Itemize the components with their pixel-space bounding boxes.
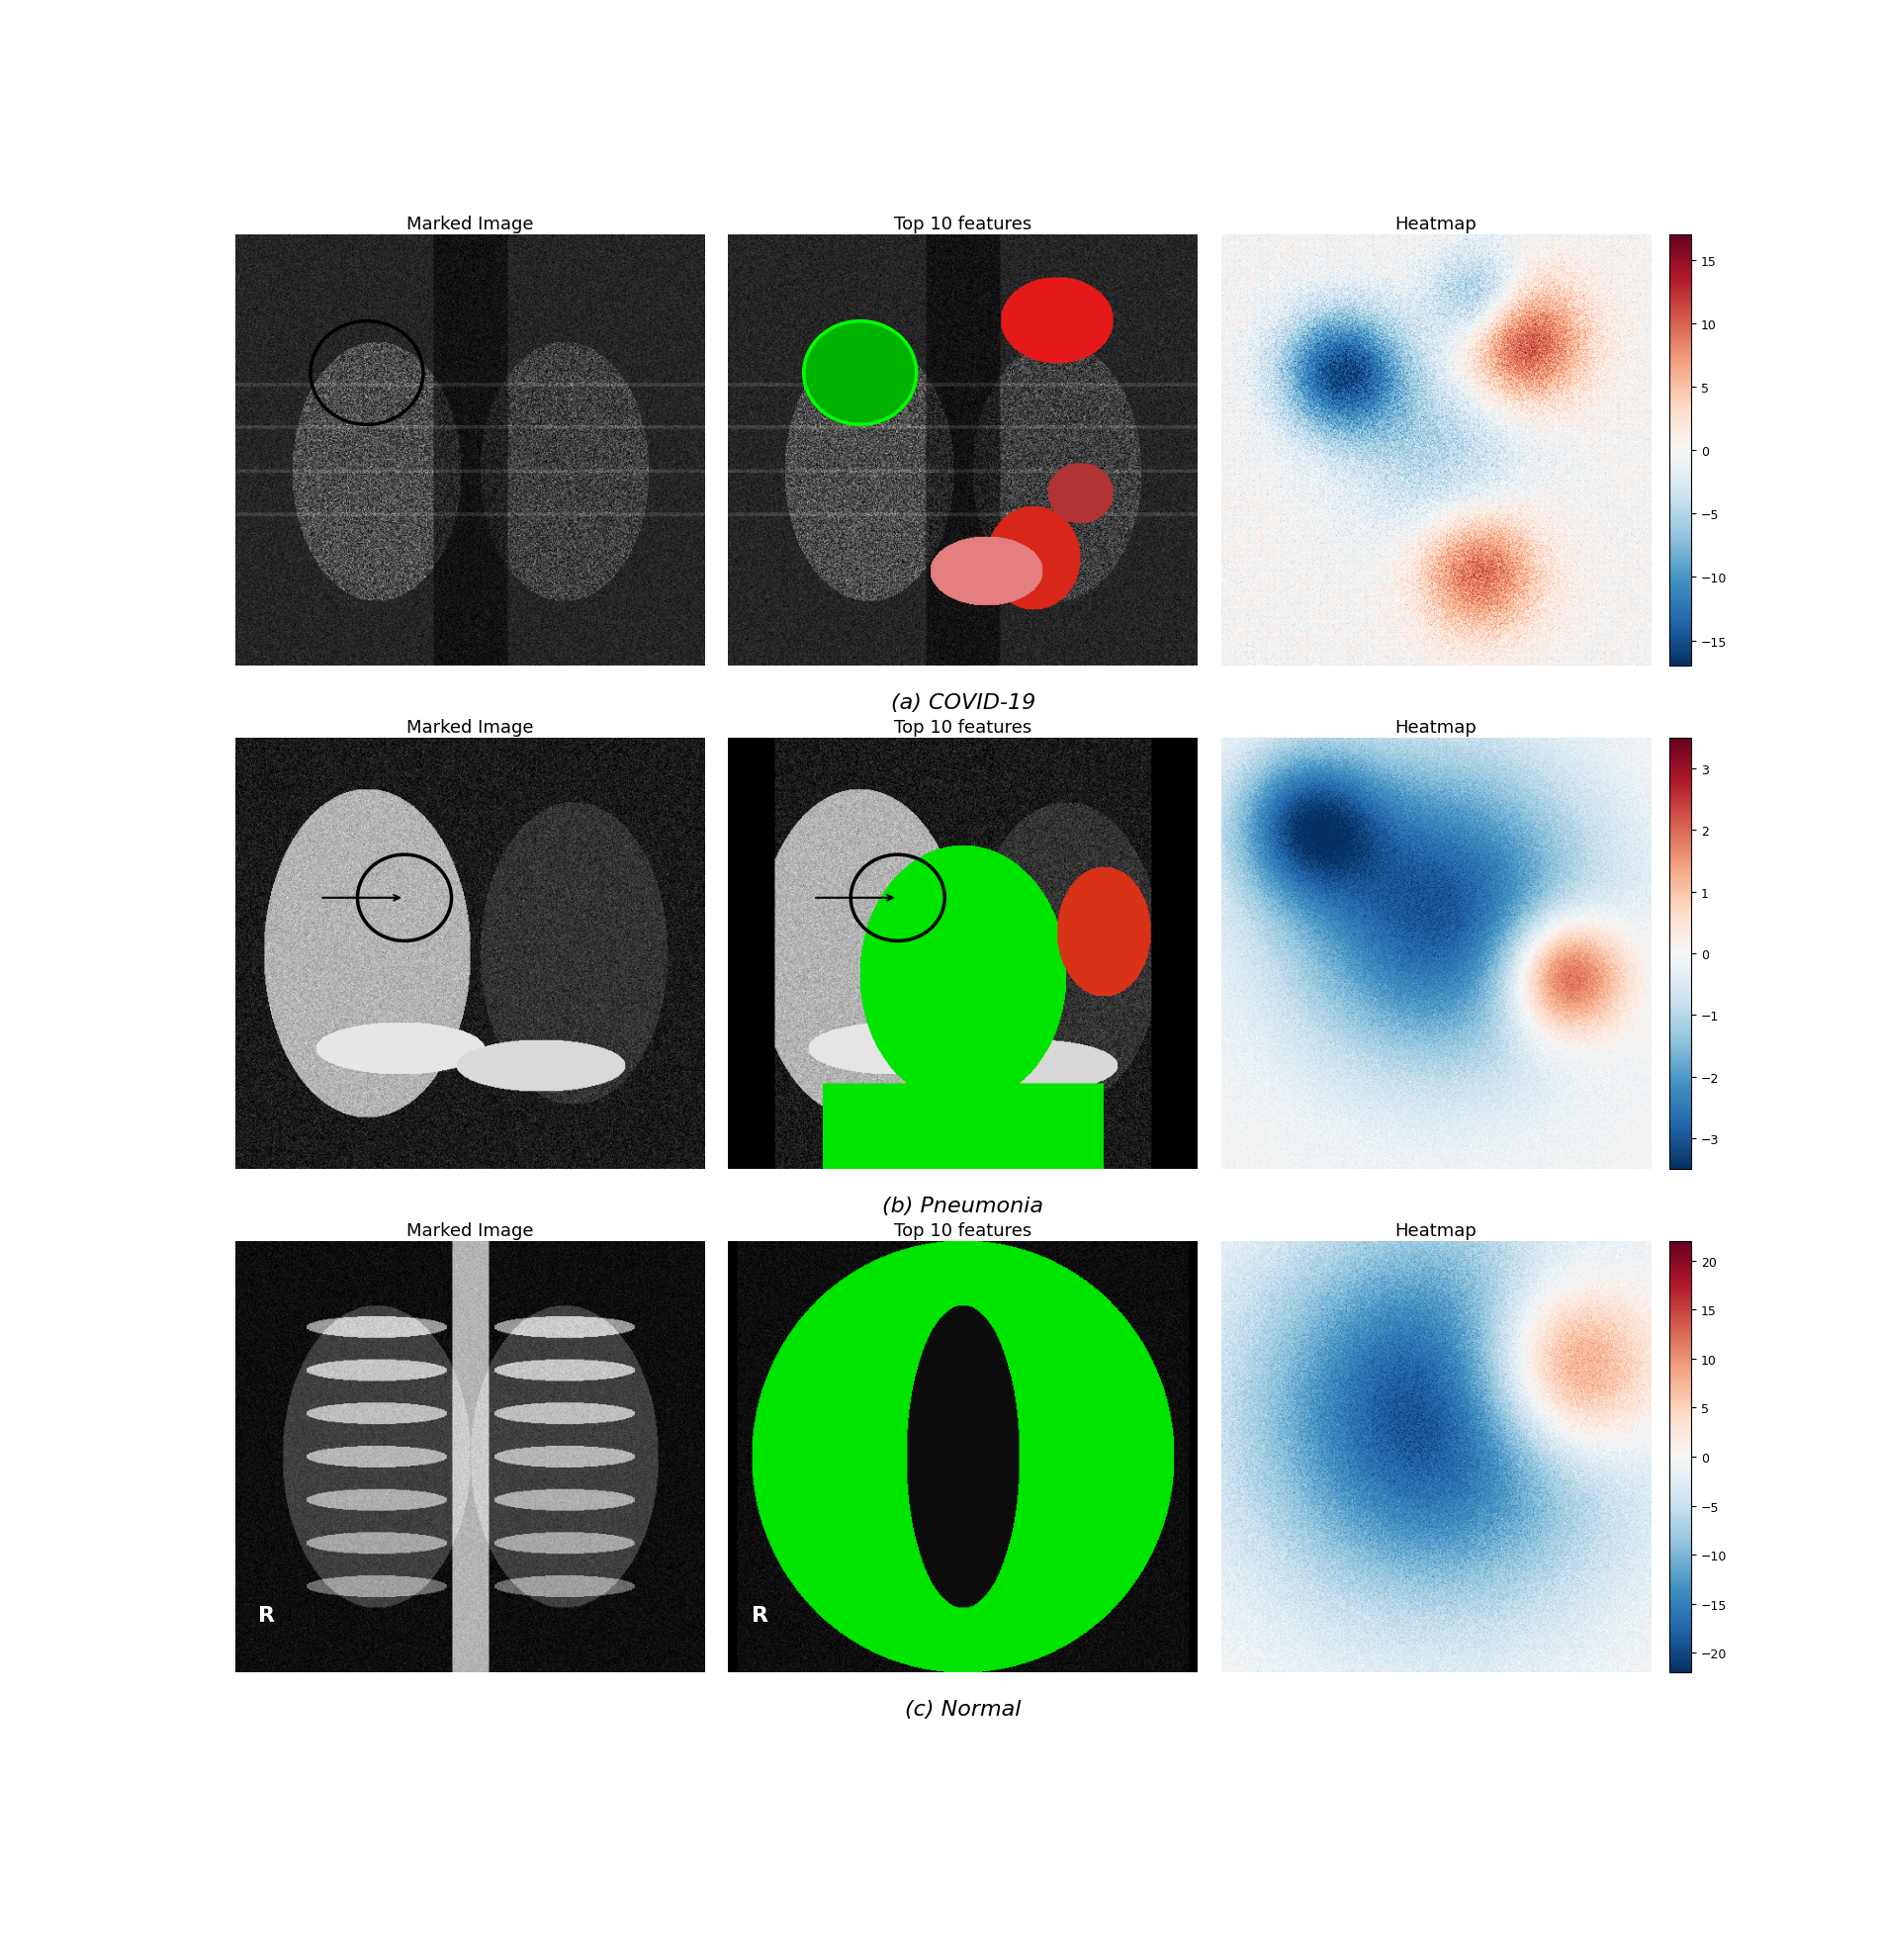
Title: Heatmap: Heatmap bbox=[1394, 1221, 1477, 1241]
Title: Top 10 features: Top 10 features bbox=[894, 1221, 1032, 1241]
Text: (a) COVID-19: (a) COVID-19 bbox=[891, 692, 1035, 711]
Text: (b) Pneumonia: (b) Pneumonia bbox=[883, 1196, 1043, 1215]
Title: Marked Image: Marked Image bbox=[406, 1221, 534, 1241]
Title: Top 10 features: Top 10 features bbox=[894, 719, 1032, 737]
Text: R: R bbox=[257, 1605, 274, 1625]
Title: Marked Image: Marked Image bbox=[406, 719, 534, 737]
Title: Heatmap: Heatmap bbox=[1394, 719, 1477, 737]
Text: R: R bbox=[752, 1605, 769, 1625]
Title: Marked Image: Marked Image bbox=[406, 216, 534, 233]
Title: Heatmap: Heatmap bbox=[1394, 216, 1477, 233]
Title: Top 10 features: Top 10 features bbox=[894, 216, 1032, 233]
Text: (c) Normal: (c) Normal bbox=[906, 1699, 1020, 1719]
